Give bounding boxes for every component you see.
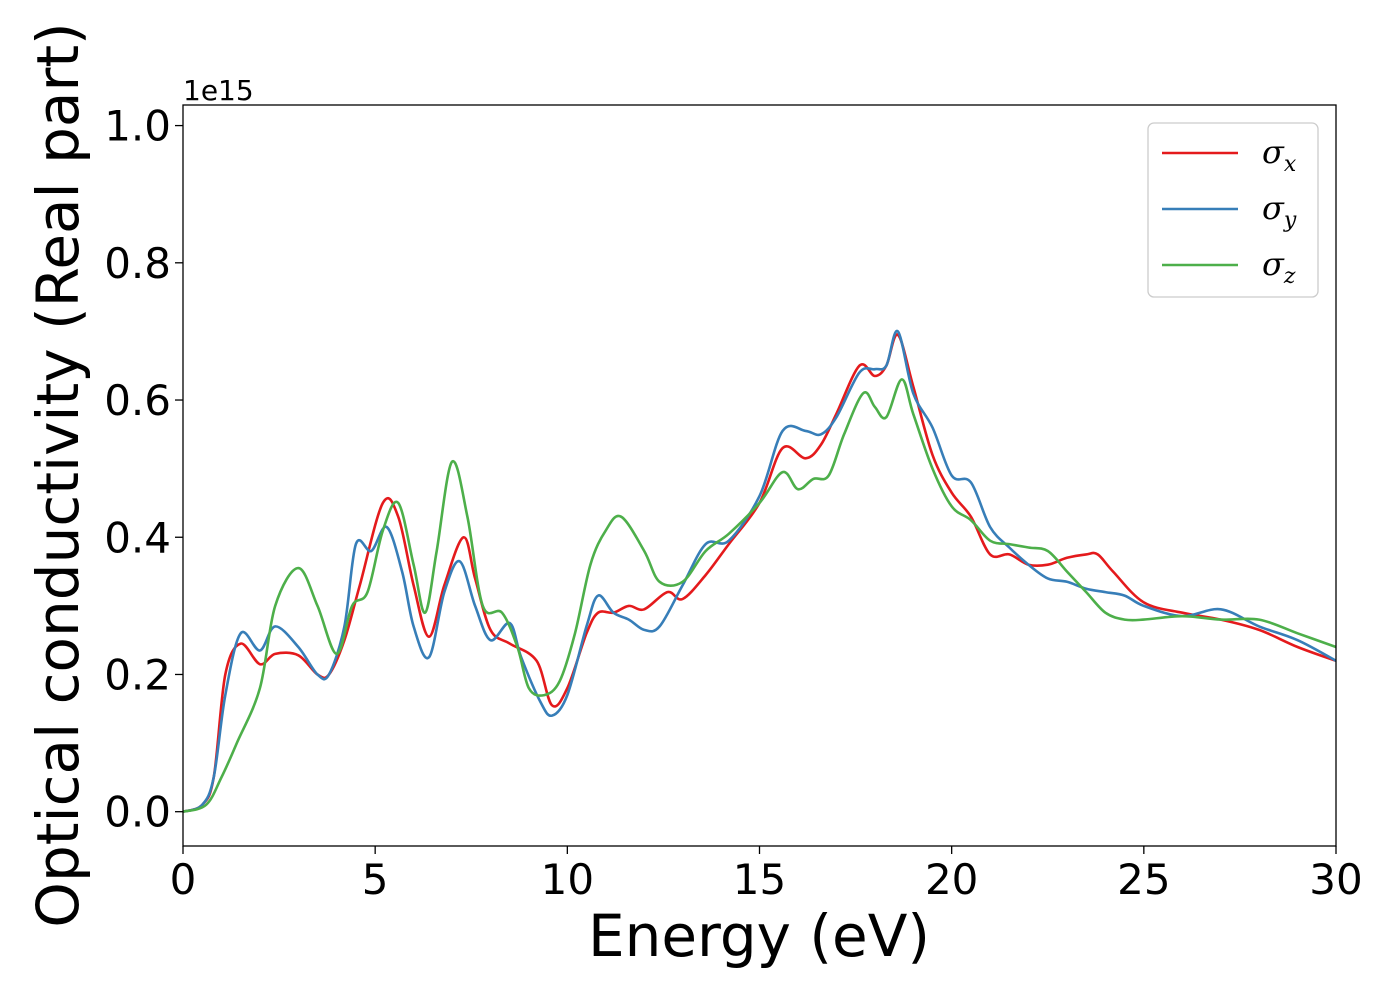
- y-axis-ticks: 0.0 0.2 0.4 0.6 0.8 1.0: [104, 102, 183, 837]
- y-offset-label: 1e15: [183, 74, 254, 107]
- y-tick-label: 0.4: [104, 513, 171, 562]
- legend-label-subscript: y: [1283, 208, 1297, 233]
- series-line-z: [183, 378, 1336, 813]
- x-tick-label: 25: [1117, 855, 1170, 904]
- x-tick-label: 30: [1309, 855, 1362, 904]
- legend-label-subscript: z: [1283, 264, 1296, 289]
- y-tick-label: 0.6: [104, 376, 171, 425]
- series-line-y: [183, 329, 1336, 813]
- x-tick-label: 0: [170, 855, 197, 904]
- x-tick-label: 5: [362, 855, 389, 904]
- x-axis-ticks: 0 5 10 15 20 25 30: [170, 846, 1363, 904]
- x-axis-title: Energy (eV): [588, 902, 930, 970]
- y-tick-label: 1.0: [104, 102, 171, 151]
- y-axis-title: Optical conductivity (Real part): [24, 22, 92, 927]
- x-tick-label: 20: [925, 855, 978, 904]
- legend-label-subscript: x: [1284, 152, 1297, 177]
- y-tick-label: 0.0: [104, 788, 171, 837]
- x-tick-label: 10: [541, 855, 594, 904]
- series-layer: [183, 329, 1336, 813]
- series-line-x: [183, 333, 1336, 813]
- x-tick-label: 15: [733, 855, 786, 904]
- y-tick-label: 0.2: [104, 650, 171, 699]
- y-tick-label: 0.8: [104, 239, 171, 288]
